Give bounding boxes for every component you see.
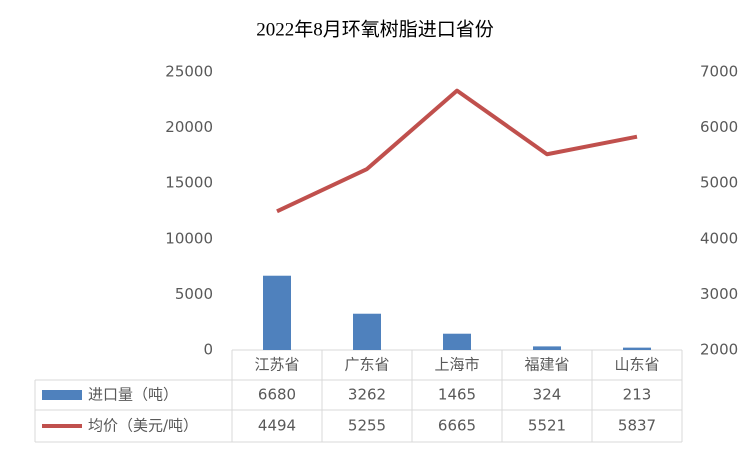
y-tick-label: 5000 [175,285,213,303]
legend-swatch [42,390,82,400]
bar [533,346,561,350]
table-cell: 5837 [618,417,656,435]
legend-label: 均价（美元/吨） [88,417,198,435]
bar [443,333,471,350]
y-tick-label: 0 [203,341,213,359]
y-tick-label: 10000 [165,229,213,247]
table-cell: 1465 [438,386,476,404]
y-tick-label: 20000 [165,118,213,136]
table-cell: 4494 [258,417,296,435]
y2-tick-label: 7000 [700,63,738,81]
x-tick-label: 江苏省 [254,356,299,374]
table-cell: 5255 [348,417,386,435]
bar [353,313,381,350]
bar [263,275,291,350]
y2-tick-label: 3000 [700,285,738,303]
bar [623,347,651,350]
x-tick-label: 广东省 [344,356,389,374]
x-tick-label: 福建省 [524,356,569,374]
y2-tick-label: 5000 [700,174,738,192]
legend-label: 进口量（吨） [88,386,178,404]
table-cell: 6680 [258,386,296,404]
table-cell: 5521 [528,417,566,435]
table-cell: 6665 [438,417,476,435]
y-tick-label: 15000 [165,174,213,192]
table-cell: 213 [623,386,652,404]
table-cell: 3262 [348,386,386,404]
y2-tick-label: 2000 [700,341,738,359]
x-tick-label: 山东省 [614,356,659,374]
y2-tick-label: 4000 [700,229,738,247]
line [276,88,638,214]
table-cell: 324 [533,386,562,404]
y-tick-label: 25000 [165,63,213,81]
y2-tick-label: 6000 [700,118,738,136]
chart-title: 2022年8月环氧树脂进口省份 [256,18,494,40]
x-tick-label: 上海市 [434,356,479,374]
